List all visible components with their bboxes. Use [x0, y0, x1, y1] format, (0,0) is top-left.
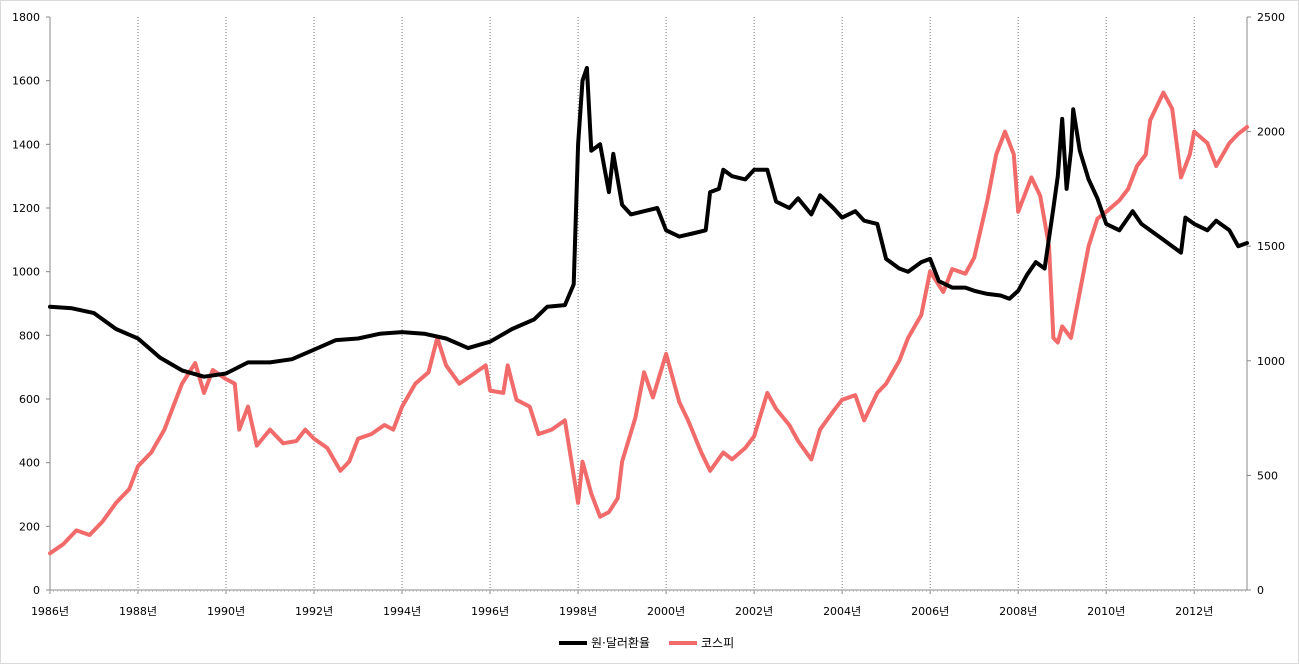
series-line-exchange-rate — [48, 65, 1249, 379]
x-tick-label: 1986년 — [31, 605, 69, 618]
legend: 원·달러환율 코스피 — [559, 636, 734, 650]
x-tick-label: 1992년 — [295, 605, 333, 618]
y-left-tick-label: 800 — [19, 329, 40, 342]
x-tick-label: 2000년 — [647, 605, 685, 618]
y-left-tick-label: 600 — [19, 393, 40, 406]
y-left-tick-label: 1800 — [12, 11, 40, 24]
x-tick-label: 1998년 — [559, 605, 597, 618]
x-tick-label: 2008년 — [999, 605, 1037, 618]
x-tick-label: 2004년 — [823, 605, 861, 618]
x-tick-label: 2012년 — [1175, 605, 1213, 618]
x-tick-label: 1990년 — [207, 605, 245, 618]
y-right-tick-label: 1000 — [1257, 355, 1285, 368]
x-tick-label: 1994년 — [383, 605, 421, 618]
x-tick-label: 2002년 — [735, 605, 773, 618]
axes — [49, 17, 1248, 591]
legend-item-kospi-label: 코스피 — [701, 636, 734, 650]
y-right-tick-label: 2000 — [1257, 126, 1285, 139]
x-tick-label: 2010년 — [1087, 605, 1125, 618]
x-tick-label: 1988년 — [119, 605, 157, 618]
y-right-tick-label: 500 — [1257, 469, 1278, 482]
y-right-tick-label: 1500 — [1257, 240, 1285, 253]
y-left-tick-label: 0 — [33, 584, 40, 597]
grid-lines — [137, 17, 1195, 590]
y-left-tick-label: 200 — [19, 520, 40, 533]
y-left-tick-label: 1200 — [12, 202, 40, 215]
y-left-tick-label: 1400 — [12, 138, 40, 151]
tick-labels: 1986년 1988년 1990년 1992년 1994년 1996년 1998년 2000년… — [12, 11, 1285, 618]
y-left-tick-label: 1000 — [12, 266, 40, 279]
series-lines — [48, 65, 1249, 556]
x-tick-label: 1996년 — [471, 605, 509, 618]
y-right-tick-label: 0 — [1257, 584, 1264, 597]
y-left-tick-label: 400 — [19, 457, 40, 470]
y-right-tick-label: 2500 — [1257, 11, 1285, 24]
x-tick-label: 2006년 — [911, 605, 949, 618]
y-left-tick-label: 1600 — [12, 75, 40, 88]
series-line-kospi — [48, 90, 1249, 556]
legend-item-exchange-rate-label: 원·달러환율 — [591, 636, 650, 650]
